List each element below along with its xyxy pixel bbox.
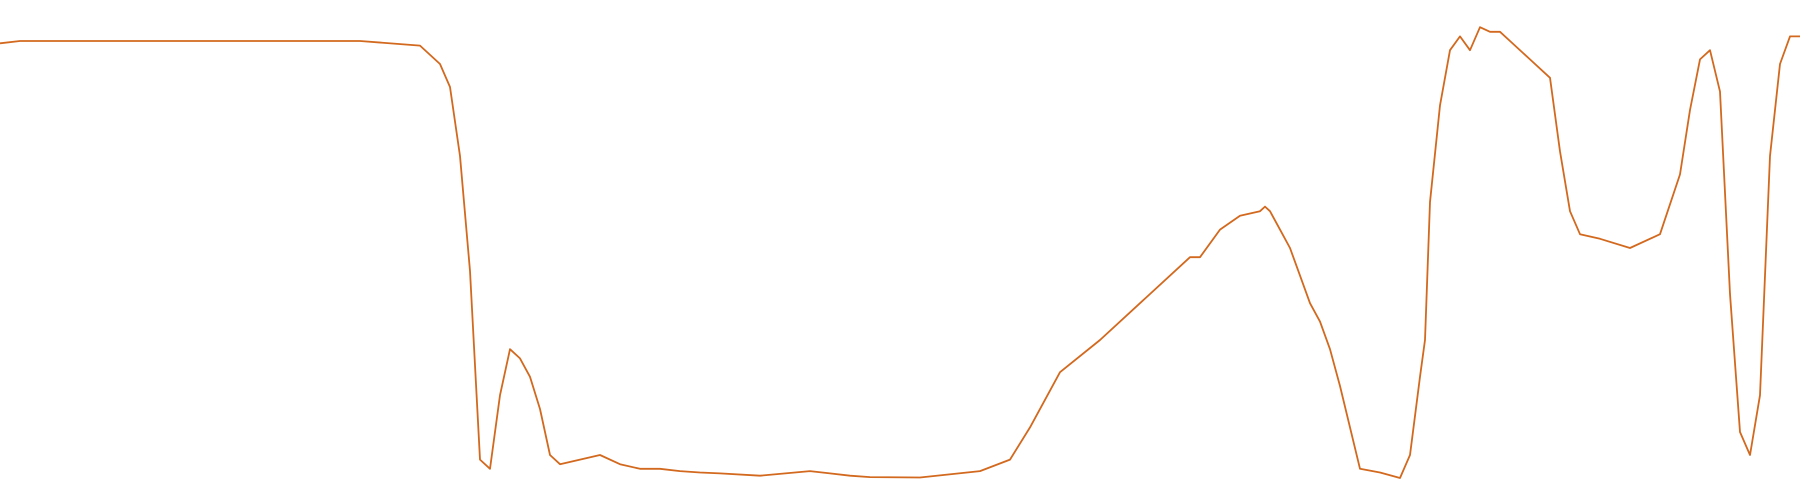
plot-area bbox=[0, 26, 1800, 479]
series-line-0 bbox=[0, 26, 1800, 479]
